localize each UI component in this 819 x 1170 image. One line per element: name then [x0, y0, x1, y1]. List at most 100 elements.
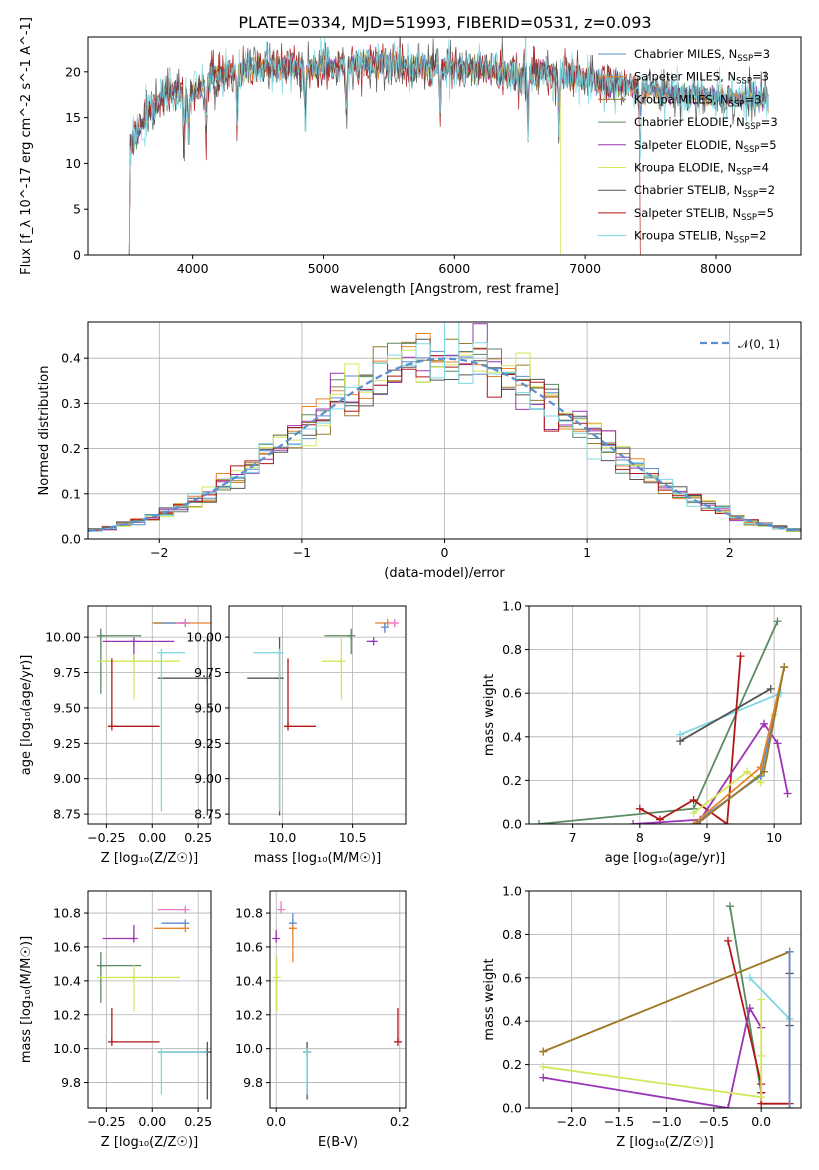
- axes-frame: [269, 890, 407, 1109]
- mass-vs-ebv-points: [272, 901, 402, 1100]
- series-marker: [756, 763, 765, 772]
- data-point: [288, 924, 297, 933]
- data-point: [129, 973, 138, 982]
- y-tick-label: 0.3: [61, 396, 81, 411]
- data-point: [284, 722, 292, 731]
- y-tick-label: 0.0: [502, 817, 522, 832]
- data-point: [129, 637, 138, 646]
- series-marker: [689, 809, 698, 818]
- x-tick-label: 10.0: [268, 830, 296, 845]
- y-tick-label: 0.4: [61, 351, 81, 366]
- weight-vs-Z-panel: −2.0 −1.5 −1.0 −0.5 0.0 0.0 0.2 0.4 0.6 0.8 1.0 Z […: [482, 884, 802, 1150]
- y-tick-label: 9.50: [194, 700, 222, 715]
- axes-frame: [87, 605, 212, 825]
- series-marker: [745, 1004, 754, 1013]
- data-point: [203, 674, 211, 683]
- legend-suffix: =3: [753, 47, 770, 61]
- x-axis-label: E(B-V): [318, 1135, 358, 1150]
- series-line-kroupa-elodie: [543, 999, 763, 1099]
- series-marker: [783, 789, 792, 798]
- x-axis-label: (data-model)/error: [384, 566, 505, 581]
- axes-frame: [528, 605, 802, 825]
- data-point: [107, 722, 116, 731]
- data-point: [96, 961, 105, 970]
- x-tick-label: 4000: [177, 261, 209, 276]
- series-marker: [785, 1104, 794, 1108]
- data-point: [272, 973, 281, 982]
- series-line-salpeter-elodie: [543, 1005, 762, 1108]
- series-marker: [785, 947, 794, 956]
- x-tick-label: 0.0: [751, 1114, 771, 1129]
- series-line-kroupa-stelib: [679, 692, 782, 736]
- y-tick-label: 0.8: [502, 927, 522, 942]
- legend-entry: Salpeter STELIB, NSSP=5: [634, 206, 774, 223]
- y-tick-label: 9.75: [53, 665, 81, 680]
- axes-frame: [528, 890, 802, 1109]
- y-tick-label: 0.4: [502, 1014, 522, 1029]
- data-point: [181, 905, 190, 914]
- legend-entry: Chabrier MILES, NSSP=3: [634, 47, 770, 64]
- data-point: [277, 905, 286, 914]
- series-marker: [760, 719, 769, 728]
- series-line-kroupa-stelib: [749, 977, 791, 1020]
- axes-frame: [87, 36, 802, 256]
- x-tick-label: −2.0: [556, 1114, 586, 1129]
- series-marker: [757, 1051, 766, 1060]
- y-tick-label: 10.2: [235, 1007, 263, 1022]
- y-tick-label: 0.0: [502, 1101, 522, 1116]
- age-vs-Z-points: [96, 618, 211, 816]
- mass-vs-Z-panel: −0.25 0.00 0.25 9.8 10.0 10.2 10.4 10.6 10.8 Z [l…: [19, 890, 212, 1150]
- x-tick-label: 5000: [308, 261, 340, 276]
- y-tick-label: 9.00: [194, 771, 222, 786]
- x-tick-label: −2: [150, 545, 168, 560]
- series-marker: [724, 1104, 733, 1108]
- series-marker: [743, 767, 752, 776]
- x-axis-label: Z [log₁₀(Z/Z☉)]: [101, 1135, 198, 1150]
- series-marker: [539, 1047, 548, 1056]
- series-marker: [689, 796, 698, 805]
- series-marker: [745, 973, 754, 982]
- legend-entry: Salpeter MILES, NSSP=3: [634, 70, 769, 87]
- data-point: [157, 648, 166, 657]
- y-tick-label: 9.25: [194, 736, 222, 751]
- x-axis-label: Z [log₁₀(Z/Z☉)]: [616, 1135, 713, 1150]
- histograms: [88, 322, 801, 534]
- series-marker: [535, 820, 544, 824]
- y-tick-label: 10.8: [235, 906, 263, 921]
- y-axis-label: mass weight: [482, 674, 497, 756]
- x-axis-label: Z [log₁₀(Z/Z☉)]: [101, 851, 198, 866]
- y-tick-label: 10.00: [186, 630, 222, 645]
- legend-text: Salpeter ELODIE, N: [634, 138, 744, 152]
- y-tick-label: 15: [65, 110, 81, 125]
- legend-text: Chabrier STELIB, N: [634, 183, 742, 197]
- y-tick-label: 0.2: [502, 1057, 522, 1072]
- data-point: [129, 657, 138, 666]
- series-line-chabrier-stelib: [679, 688, 772, 742]
- legend-suffix: =5: [757, 206, 774, 220]
- data-point: [181, 618, 190, 627]
- y-tick-label: 5: [73, 202, 81, 217]
- legend-sub: SSP: [741, 213, 757, 223]
- data-point: [272, 934, 281, 943]
- y-tick-label: 0.0: [61, 532, 81, 547]
- y-tick-label: 0.1: [61, 486, 81, 501]
- x-tick-label: 0: [441, 545, 449, 560]
- x-tick-label: 6000: [438, 261, 470, 276]
- y-tick-label: 9.00: [53, 771, 81, 786]
- legend-text: Salpeter STELIB, N: [634, 206, 741, 220]
- y-tick-label: 9.50: [53, 700, 81, 715]
- gaussian-curve: [88, 357, 801, 533]
- data-point: [96, 631, 105, 640]
- y-tick-label: 8.75: [53, 807, 81, 822]
- age-vs-mass-points: [247, 618, 399, 816]
- legend-suffix: =4: [752, 161, 769, 175]
- legend-suffix: =3: [744, 92, 761, 106]
- legend-text: Kroupa ELODIE, N: [634, 161, 736, 175]
- legend-suffix: =3: [761, 115, 778, 129]
- series-marker: [692, 820, 701, 824]
- y-tick-label: 0.8: [502, 642, 522, 657]
- legend-sub: SSP: [744, 145, 760, 155]
- series-line-kroupa-miles: [542, 950, 790, 1053]
